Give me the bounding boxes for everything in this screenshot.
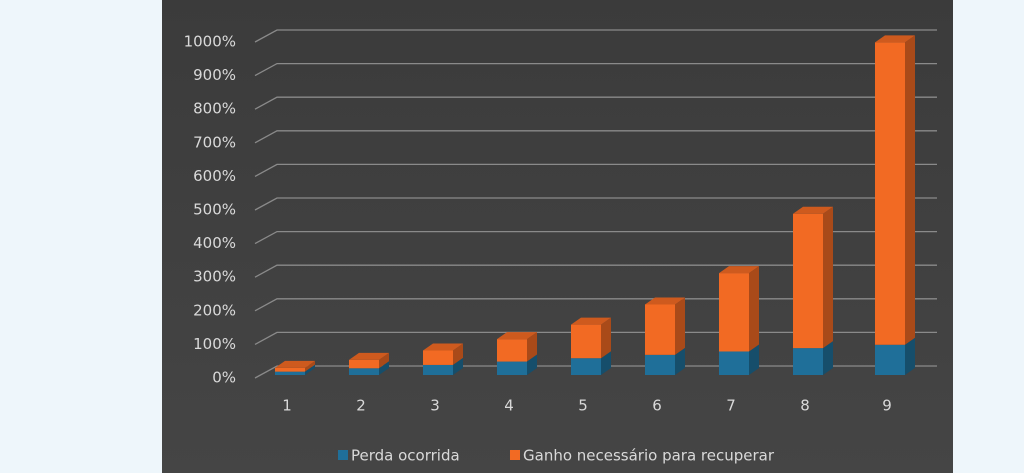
bar-side (905, 337, 915, 375)
bar-top (423, 343, 463, 351)
bar-side (675, 297, 685, 355)
y-tick-label: 600% (193, 167, 236, 185)
bar-side (527, 354, 537, 375)
grid-line (254, 130, 937, 144)
grid-line (254, 264, 937, 278)
y-tick-label: 100% (193, 335, 236, 353)
bar (645, 304, 675, 355)
bar-side (305, 360, 315, 372)
x-tick-label: 1 (282, 397, 292, 415)
chart-panel (162, 0, 953, 473)
y-tick-label: 500% (193, 201, 236, 219)
bar (719, 351, 749, 375)
x-tick-label: 5 (578, 397, 588, 415)
y-tick-label: 200% (193, 301, 236, 319)
bar (719, 273, 749, 352)
bar-side (749, 266, 759, 352)
bar-side (905, 35, 915, 345)
bar (793, 213, 823, 349)
x-tick-label: 8 (800, 397, 810, 415)
bar-side (823, 206, 833, 349)
y-tick-label: 0% (212, 369, 236, 387)
bar (875, 344, 905, 375)
bar (497, 361, 527, 375)
bar (423, 350, 453, 365)
bar-top (349, 352, 389, 360)
bar-side (527, 332, 537, 362)
bar-side (675, 347, 685, 375)
bar-side (601, 317, 611, 359)
bar (645, 354, 675, 375)
y-tick-label: 1000% (184, 33, 236, 51)
bar-top (497, 332, 537, 340)
bar (275, 367, 305, 372)
bar-top (793, 206, 833, 214)
bar (793, 348, 823, 375)
bar-top (875, 35, 915, 43)
bar-side (305, 364, 315, 375)
x-tick-label: 2 (356, 397, 366, 415)
bar (571, 324, 601, 359)
bar-side (823, 341, 833, 375)
y-tick-label: 700% (193, 133, 236, 151)
bar-top (719, 266, 759, 274)
y-tick-label: 900% (193, 66, 236, 84)
bar (275, 371, 305, 375)
grid-line (254, 62, 937, 77)
bar-side (379, 361, 389, 375)
grid-line (254, 331, 937, 345)
grid-line (254, 298, 937, 312)
x-tick-label: 9 (882, 397, 892, 415)
bar (571, 358, 601, 375)
y-tick-label: 400% (193, 234, 236, 252)
legend-swatch (338, 450, 348, 460)
bar-side (601, 351, 611, 375)
bar-side (453, 357, 463, 375)
y-tick-label: 300% (193, 268, 236, 286)
bar-top (645, 297, 685, 305)
grid-line (254, 163, 937, 177)
grid-line (254, 96, 937, 110)
bar (349, 368, 379, 375)
legend-swatch (510, 450, 520, 460)
bar (349, 359, 379, 369)
bar-top (571, 317, 611, 325)
bar-side (379, 352, 389, 369)
grid-line (254, 230, 937, 245)
x-tick-label: 4 (504, 397, 514, 415)
legend-label: Ganho necessário para recuperar (523, 447, 775, 465)
grid-line (254, 29, 937, 43)
y-tick-label: 800% (193, 100, 236, 118)
bar (423, 364, 453, 375)
grid-line (254, 365, 937, 379)
x-tick-label: 3 (430, 397, 440, 415)
legend-label: Perda ocorrida (351, 447, 460, 465)
bar-side (749, 344, 759, 375)
bar-side (453, 343, 463, 365)
bar (497, 339, 527, 362)
x-tick-label: 6 (652, 397, 662, 415)
x-tick-label: 7 (726, 397, 736, 415)
bar (875, 42, 905, 345)
bar-top (275, 360, 315, 368)
grid-line (254, 197, 937, 211)
